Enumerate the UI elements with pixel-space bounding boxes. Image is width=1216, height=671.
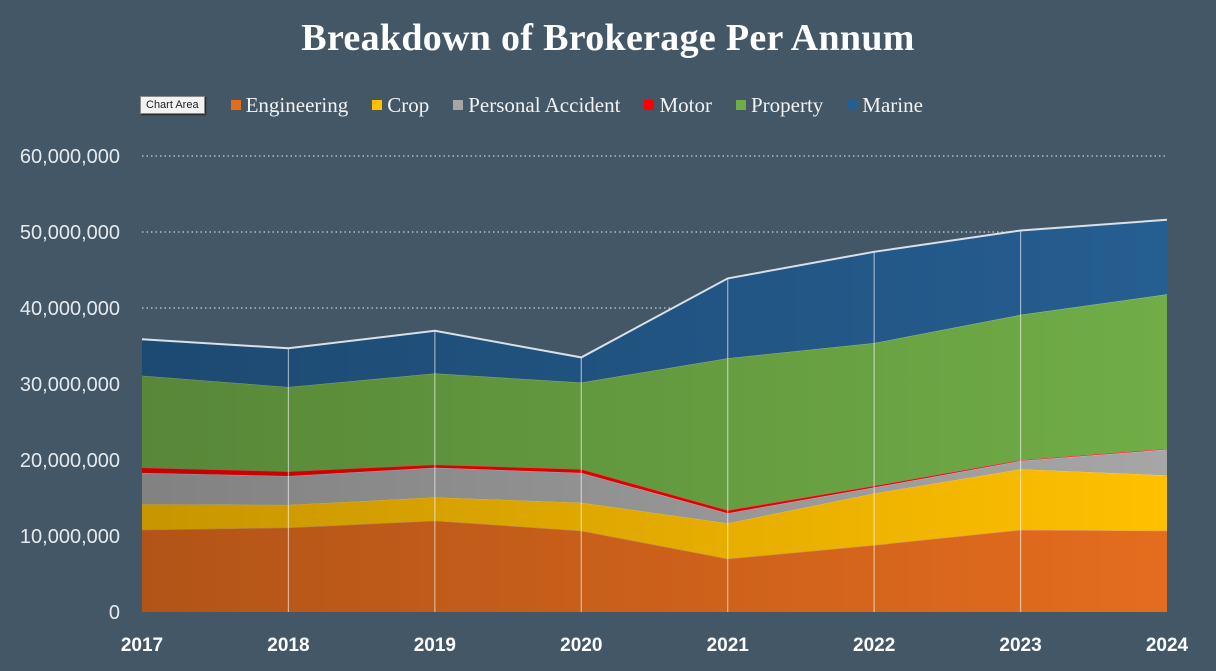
chart-title: Breakdown of Brokerage Per Annum — [301, 17, 915, 59]
x-tick-label: 2023 — [999, 635, 1041, 656]
x-tick-label: 2024 — [1146, 635, 1189, 656]
legend-swatch — [644, 100, 655, 110]
y-tick-label: 30,000,000 — [20, 374, 120, 396]
legend-swatch — [735, 100, 746, 110]
x-tick-label: 2019 — [414, 635, 456, 656]
y-tick-label: 20,000,000 — [20, 450, 120, 472]
y-tick-label: 10,000,000 — [20, 526, 120, 548]
legend-item-crop[interactable]: Crop — [372, 93, 429, 118]
chart-area-tooltip: Chart Area — [140, 96, 205, 114]
x-tick-label: 2021 — [707, 635, 750, 656]
x-tick-label: 2022 — [853, 635, 895, 656]
y-tick-label: 0 — [109, 602, 120, 624]
legend-item-marine[interactable]: Marine — [847, 93, 923, 118]
legend-item-personal-accident[interactable]: Personal Accident — [453, 93, 620, 118]
area-shading — [142, 219, 1167, 613]
legend-label: Property — [750, 92, 824, 117]
legend-item-motor[interactable]: Motor — [644, 93, 712, 118]
y-tick-label: 50,000,000 — [20, 222, 120, 244]
x-tick-label: 2018 — [267, 635, 309, 656]
legend-items: Engineering Crop Personal Accident Motor Pro… — [230, 92, 947, 118]
y-tick-label: 60,000,000 — [20, 146, 120, 168]
legend-item-property[interactable]: Property — [735, 92, 824, 118]
legend-swatch — [372, 100, 383, 110]
legend-swatch — [230, 100, 241, 110]
legend-label: Motor — [659, 92, 712, 117]
legend-swatch — [847, 100, 858, 110]
y-tick-label: 40,000,000 — [20, 298, 120, 320]
legend-label: Crop — [387, 92, 430, 117]
legend-label: Personal Accident — [468, 92, 621, 117]
x-tick-label: 2017 — [121, 635, 163, 656]
total-outline — [141, 218, 1168, 359]
legend-label: Marine — [862, 92, 923, 117]
legend-label: Engineering — [245, 92, 349, 117]
x-tick-label: 2020 — [560, 635, 602, 656]
legend-swatch — [453, 100, 464, 110]
legend: Chart Area Engineering Crop Personal Accid… — [140, 90, 947, 120]
legend-item-engineering[interactable]: Engineering — [230, 92, 349, 118]
